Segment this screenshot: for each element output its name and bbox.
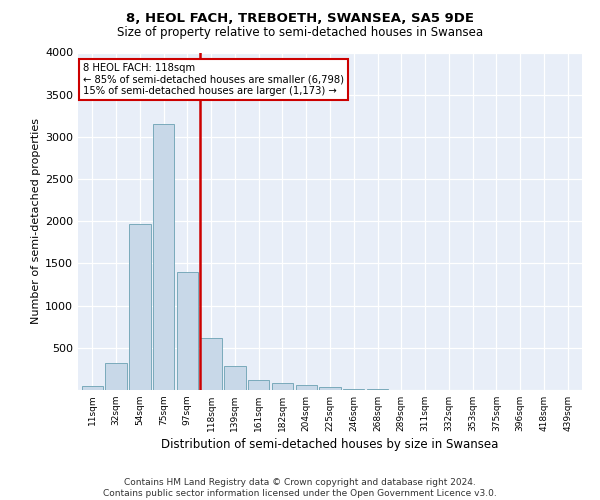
Y-axis label: Number of semi-detached properties: Number of semi-detached properties: [31, 118, 41, 324]
X-axis label: Distribution of semi-detached houses by size in Swansea: Distribution of semi-detached houses by …: [161, 438, 499, 451]
Bar: [200, 338, 222, 390]
Bar: [319, 388, 341, 390]
Text: 8, HEOL FACH, TREBOETH, SWANSEA, SA5 9DE: 8, HEOL FACH, TREBOETH, SWANSEA, SA5 9DE: [126, 12, 474, 26]
Bar: [82, 386, 103, 390]
Bar: [224, 366, 245, 390]
Bar: [272, 383, 293, 390]
Text: 8 HEOL FACH: 118sqm
← 85% of semi-detached houses are smaller (6,798)
15% of sem: 8 HEOL FACH: 118sqm ← 85% of semi-detach…: [83, 62, 344, 96]
Bar: [343, 388, 364, 390]
Text: Size of property relative to semi-detached houses in Swansea: Size of property relative to semi-detach…: [117, 26, 483, 39]
Bar: [248, 380, 269, 390]
Bar: [296, 386, 317, 390]
Bar: [367, 389, 388, 390]
Text: Contains HM Land Registry data © Crown copyright and database right 2024.
Contai: Contains HM Land Registry data © Crown c…: [103, 478, 497, 498]
Bar: [129, 224, 151, 390]
Bar: [106, 363, 127, 390]
Bar: [176, 272, 198, 390]
Bar: [153, 124, 174, 390]
